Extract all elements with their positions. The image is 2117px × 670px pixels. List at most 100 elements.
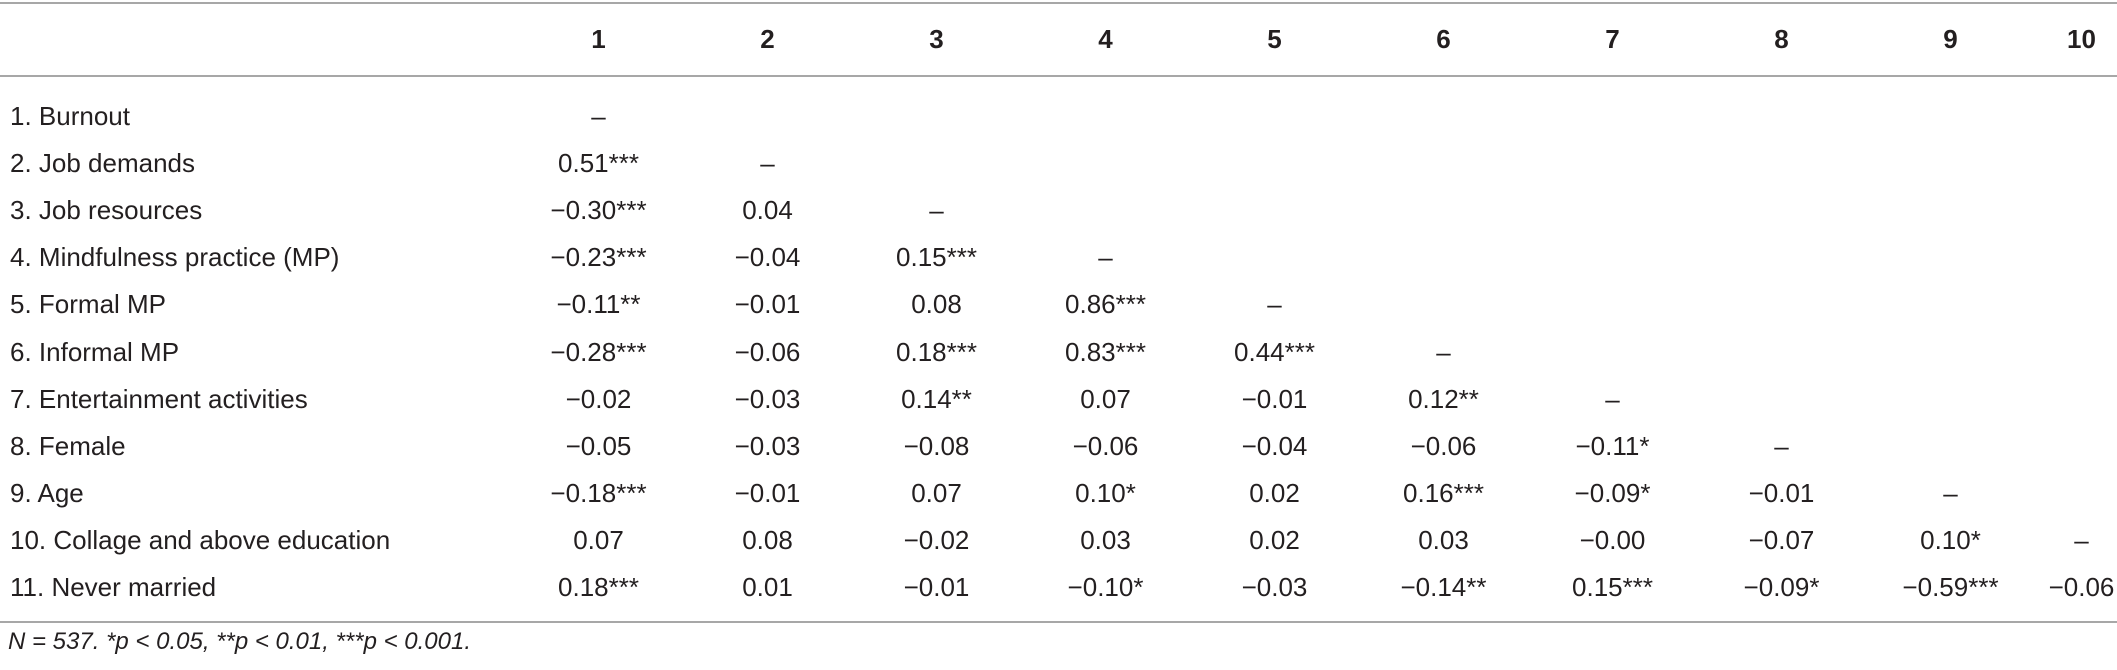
top-rule: [0, 2, 2117, 4]
table-body: 1. Burnout –2. Job demands 0.51*** –3. Job …: [0, 78, 2117, 611]
table-cell: 0.15***: [1572, 571, 1653, 602]
table-cell: [2035, 376, 2117, 423]
row-label: 10. Collage and above education: [10, 524, 391, 555]
table-cell: 0.04: [742, 195, 793, 226]
table-cell: –: [1605, 383, 1620, 414]
table-cell: [1190, 234, 1359, 281]
table-row: 1. Burnout –: [0, 93, 2117, 140]
table-cell: [1866, 187, 2035, 234]
table-cell: −0.09*: [1743, 571, 1820, 602]
table-row: 10. Collage and above education 0.07 0.08 −…: [0, 517, 2117, 564]
table-cell: –: [760, 148, 775, 179]
table-cell: 0.03: [1080, 524, 1131, 555]
table-cell: 0.07: [911, 477, 962, 508]
table-cell: 0.83***: [1065, 336, 1146, 367]
table-cell: 0.10*: [1920, 524, 1981, 555]
table-cell: [1697, 140, 1866, 187]
table-cell: –: [1098, 242, 1113, 273]
table-cell: −0.14**: [1400, 571, 1487, 602]
table-cell: [1190, 187, 1359, 234]
table-cell: –: [1943, 477, 1958, 508]
table-cell: [1528, 328, 1697, 375]
table-cell: −0.08: [903, 430, 970, 461]
table-cell: [1021, 140, 1190, 187]
table-cell: [1528, 93, 1697, 140]
table-cell: [1528, 140, 1697, 187]
row-label: 8. Female: [10, 430, 126, 461]
table-cell: −0.23***: [550, 242, 647, 273]
table-cell: 0.03: [1418, 524, 1469, 555]
table-cell: [1190, 140, 1359, 187]
row-label: 9. Age: [10, 477, 84, 508]
table-row: 8. Female −0.05 −0.03 −0.08 −0.06 −0.04 −0.06 −…: [0, 423, 2117, 470]
table-cell: –: [929, 195, 944, 226]
column-header: 6: [1436, 23, 1451, 54]
table-cell: −0.10*: [1067, 571, 1144, 602]
table-note: N = 537. *p < 0.05, **p < 0.01, ***p < 0…: [8, 628, 472, 655]
table-cell: 0.02: [1249, 477, 1300, 508]
table-cell: [1528, 187, 1697, 234]
table-cell: [2035, 140, 2117, 187]
table-cell: –: [591, 101, 606, 132]
table-cell: 0.44***: [1234, 336, 1315, 367]
correlation-table: 1 2 3 4 5 6 7 8 9 10 1. Burnout – 2. Job demands 0.5…: [0, 0, 2117, 611]
table-cell: −0.03: [734, 430, 801, 461]
table-cell: −0.02: [565, 383, 632, 414]
table-cell: [2035, 328, 2117, 375]
table-cell: 0.10*: [1075, 477, 1136, 508]
table-cell: [1866, 93, 2035, 140]
table-cell: [1697, 187, 1866, 234]
table-cell: [1190, 93, 1359, 140]
row-label: 11. Never married: [10, 571, 217, 602]
table-cell: [1528, 234, 1697, 281]
table-cell: [2035, 470, 2117, 517]
table-cell: −0.59***: [1902, 571, 1999, 602]
column-header: 7: [1605, 23, 1620, 54]
table-cell: [2035, 423, 2117, 470]
table-row: 7. Entertainment activities −0.02 −0.03 0.1…: [0, 376, 2117, 423]
table-cell: −0.06: [734, 336, 801, 367]
table-cell: −0.01: [903, 571, 970, 602]
table-cell: [1866, 281, 2035, 328]
table-cell: −0.05: [565, 430, 632, 461]
table-cell: [2035, 281, 2117, 328]
table-cell: [1359, 93, 1528, 140]
column-header: 1: [591, 23, 606, 54]
table-row: 6. Informal MP −0.28*** −0.06 0.18*** 0.83**…: [0, 328, 2117, 375]
table-cell: −0.30***: [550, 195, 647, 226]
table-cell: 0.86***: [1065, 289, 1146, 320]
table-cell: −0.04: [1241, 430, 1308, 461]
table-cell: −0.18***: [550, 477, 647, 508]
table-cell: [1697, 281, 1866, 328]
table-row: 2. Job demands 0.51*** –: [0, 140, 2117, 187]
column-header: 4: [1098, 23, 1113, 54]
table-cell: [1021, 93, 1190, 140]
table-cell: [2035, 93, 2117, 140]
table-cell: 0.12**: [1408, 383, 1479, 414]
table-cell: [1866, 328, 2035, 375]
column-header: 5: [1267, 23, 1282, 54]
table-cell: –: [1436, 336, 1451, 367]
column-header: 3: [929, 23, 944, 54]
row-label: 5. Formal MP: [10, 289, 167, 320]
column-header: 8: [1774, 23, 1789, 54]
table-cell: 0.18***: [558, 571, 639, 602]
table-cell: –: [2074, 524, 2089, 555]
column-header: 10: [2067, 23, 2096, 54]
table-cell: −0.06: [1410, 430, 1477, 461]
spacer-row: [0, 78, 2117, 93]
table-cell: [1697, 376, 1866, 423]
table-cell: 0.02: [1249, 524, 1300, 555]
row-label: 6. Informal MP: [10, 336, 180, 367]
table-cell: 0.08: [911, 289, 962, 320]
column-header: 9: [1943, 23, 1958, 54]
table-cell: 0.14**: [901, 383, 972, 414]
table-cell: 0.51***: [558, 148, 639, 179]
header-row: 1 2 3 4 5 6 7 8 9 10: [0, 0, 2117, 78]
table-cell: −0.11*: [1575, 430, 1650, 461]
table-row: 3. Job resources −0.30*** 0.04 –: [0, 187, 2117, 234]
table-cell: [683, 93, 852, 140]
table-row: 5. Formal MP −0.11** −0.01 0.08 0.86*** –: [0, 281, 2117, 328]
table-cell: [1359, 234, 1528, 281]
table-cell: 0.07: [1080, 383, 1131, 414]
